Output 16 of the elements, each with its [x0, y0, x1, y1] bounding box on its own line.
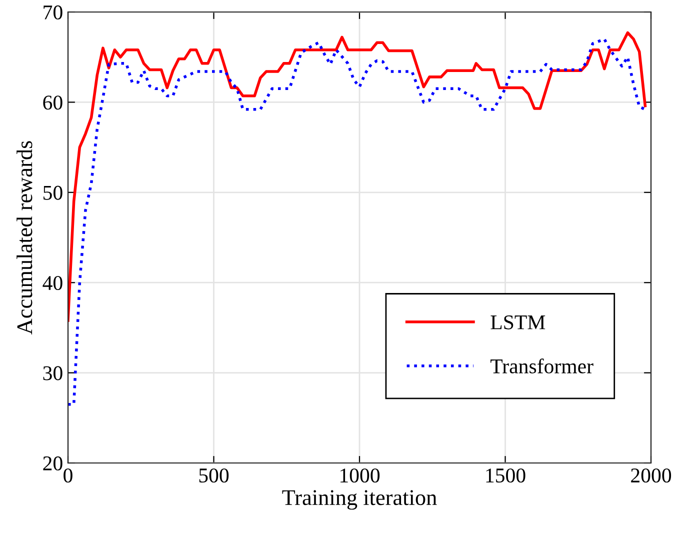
legend-label: LSTM [490, 315, 546, 330]
x-tick-label: 1000 [340, 468, 380, 483]
line-series [68, 38, 647, 406]
x-tick-label: 1500 [486, 468, 526, 483]
x-tick-label: 2000 [631, 468, 672, 483]
x-axis-title: Training iteration [282, 490, 437, 510]
x-tick-label: 500 [199, 468, 229, 483]
y-tick-label: 50 [44, 186, 62, 200]
y-tick-label: 30 [43, 366, 62, 380]
legend-label: Transformer [490, 358, 594, 374]
y-tick-label: 20 [43, 456, 62, 470]
y-tick-label: 70 [44, 5, 62, 20]
y-axis-title: Accumulated rewards [16, 141, 32, 334]
x-tick-label: 0 [64, 468, 72, 483]
y-tick-label: 60 [43, 96, 62, 110]
y-tick-label: 40 [42, 276, 62, 290]
